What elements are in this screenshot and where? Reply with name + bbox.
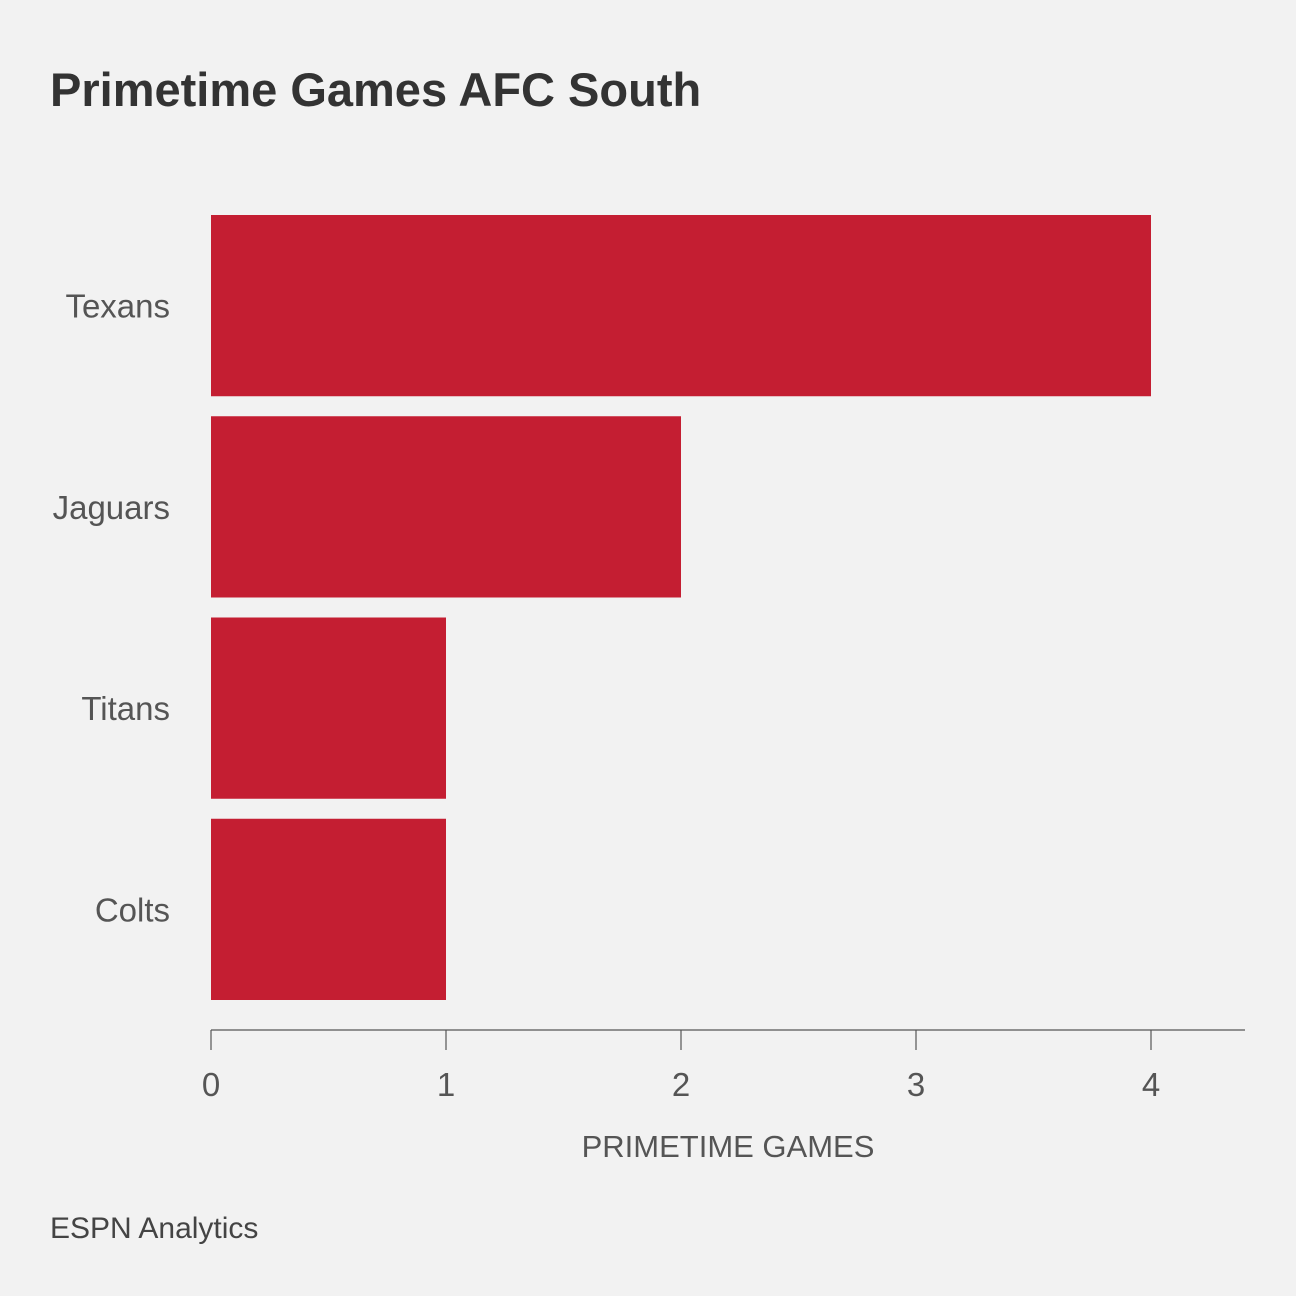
bar-jaguars (211, 416, 681, 598)
category-label-jaguars: Jaguars (53, 489, 170, 526)
x-tick-label-1: 1 (437, 1066, 455, 1103)
x-tick-label-3: 3 (907, 1066, 925, 1103)
chart-title: Primetime Games AFC South (50, 63, 701, 116)
category-label-colts: Colts (95, 891, 170, 928)
x-tick-label-4: 4 (1142, 1066, 1160, 1103)
bars-group (211, 215, 1151, 1000)
x-axis: 0 1 2 3 4 (202, 1029, 1245, 1103)
x-tick-label-0: 0 (202, 1066, 220, 1103)
x-axis-title: PRIMETIME GAMES (582, 1129, 875, 1164)
category-label-texans: Texans (65, 288, 170, 325)
x-tick-label-2: 2 (672, 1066, 690, 1103)
source-credit: ESPN Analytics (50, 1212, 258, 1245)
category-label-titans: Titans (81, 690, 170, 727)
bar-texans (211, 215, 1151, 397)
category-labels: Texans Jaguars Titans Colts (53, 288, 170, 929)
bar-colts (211, 818, 446, 1000)
bar-titans (211, 617, 446, 799)
